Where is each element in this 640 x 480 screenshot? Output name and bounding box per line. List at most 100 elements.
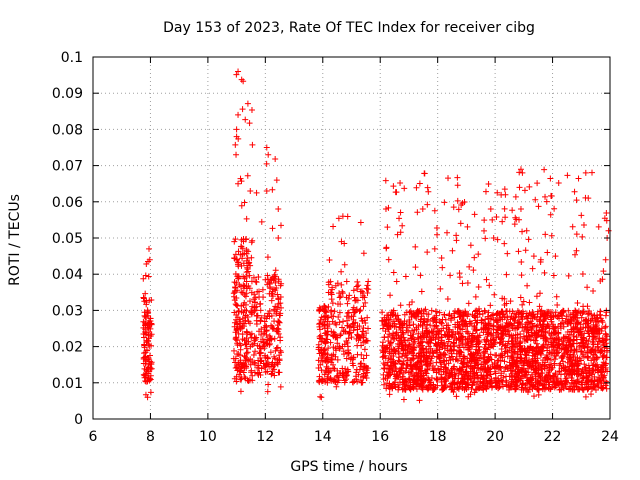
- data-point: [364, 369, 371, 376]
- data-point: [566, 367, 573, 374]
- data-point: [466, 263, 473, 270]
- data-point: [524, 282, 531, 289]
- data-point: [358, 342, 365, 349]
- data-point: [351, 309, 358, 316]
- data-point: [243, 350, 250, 357]
- data-point: [552, 370, 559, 377]
- data-point: [605, 227, 612, 234]
- data-point: [380, 348, 387, 355]
- data-point: [399, 373, 406, 380]
- data-point: [445, 373, 452, 380]
- data-point: [464, 339, 471, 346]
- data-point: [554, 375, 561, 382]
- data-point: [572, 251, 579, 258]
- data-point: [533, 293, 540, 300]
- data-point: [584, 284, 591, 291]
- data-point: [594, 367, 601, 374]
- data-point: [237, 376, 244, 383]
- data-point: [424, 201, 431, 208]
- data-point: [487, 351, 494, 358]
- data-point: [592, 383, 599, 390]
- data-point: [236, 316, 243, 323]
- data-point: [542, 193, 549, 200]
- data-point: [544, 249, 551, 256]
- data-point: [325, 279, 332, 286]
- data-point: [521, 371, 528, 378]
- data-point: [603, 340, 610, 347]
- data-point: [520, 372, 527, 379]
- data-point: [235, 351, 242, 358]
- data-point: [259, 343, 266, 350]
- data-point: [418, 353, 425, 360]
- data-point: [512, 383, 519, 390]
- data-point: [447, 315, 454, 322]
- data-point: [140, 324, 147, 331]
- data-point: [530, 393, 537, 400]
- data-point: [142, 349, 149, 356]
- data-point: [391, 381, 398, 388]
- data-point: [479, 382, 486, 389]
- data-point: [523, 332, 530, 339]
- data-point: [547, 350, 554, 357]
- data-point: [268, 370, 275, 377]
- data-point: [337, 369, 344, 376]
- data-point: [363, 337, 370, 344]
- data-point: [230, 290, 237, 297]
- data-point: [332, 378, 339, 385]
- data-point: [275, 318, 282, 325]
- data-point: [459, 280, 466, 287]
- data-point: [556, 362, 563, 369]
- data-point: [236, 281, 243, 288]
- data-point: [330, 344, 337, 351]
- data-point: [444, 296, 451, 303]
- data-point: [519, 301, 526, 308]
- data-point: [272, 155, 279, 162]
- data-point: [232, 364, 239, 371]
- data-point: [456, 322, 463, 329]
- data-point: [542, 359, 549, 366]
- data-point: [382, 177, 389, 184]
- data-point: [437, 285, 444, 292]
- data-point: [433, 377, 440, 384]
- x-axis-label: GPS time / hours: [290, 459, 407, 475]
- data-point: [450, 346, 457, 353]
- data-point: [395, 357, 402, 364]
- data-point: [257, 358, 264, 365]
- data-point: [409, 355, 416, 362]
- data-point: [529, 331, 536, 338]
- data-point: [409, 350, 416, 357]
- data-point: [441, 331, 448, 338]
- data-point: [341, 379, 348, 386]
- data-point: [465, 362, 472, 369]
- data-point: [271, 362, 278, 369]
- data-point: [506, 321, 513, 328]
- data-point: [360, 355, 367, 362]
- data-point: [238, 373, 245, 380]
- x-tick-label: 24: [601, 429, 619, 445]
- data-point: [400, 396, 407, 403]
- data-point: [455, 309, 462, 316]
- data-point: [464, 355, 471, 362]
- data-point: [385, 316, 392, 323]
- data-point: [417, 321, 424, 328]
- data-point: [350, 354, 357, 361]
- data-point: [423, 331, 430, 338]
- data-point: [332, 282, 339, 289]
- data-point: [482, 348, 489, 355]
- data-point: [524, 359, 531, 366]
- data-point: [529, 265, 536, 272]
- data-point: [494, 236, 501, 243]
- data-point: [437, 366, 444, 373]
- data-point: [390, 269, 397, 276]
- data-point: [261, 352, 268, 359]
- data-point: [382, 375, 389, 382]
- data-point: [553, 348, 560, 355]
- y-tick-label: 0.01: [52, 376, 83, 392]
- data-point: [269, 290, 276, 297]
- data-point: [420, 345, 427, 352]
- data-point: [146, 352, 153, 359]
- data-point: [559, 380, 566, 387]
- data-point: [243, 290, 250, 297]
- data-point: [485, 330, 492, 337]
- data-point: [595, 364, 602, 371]
